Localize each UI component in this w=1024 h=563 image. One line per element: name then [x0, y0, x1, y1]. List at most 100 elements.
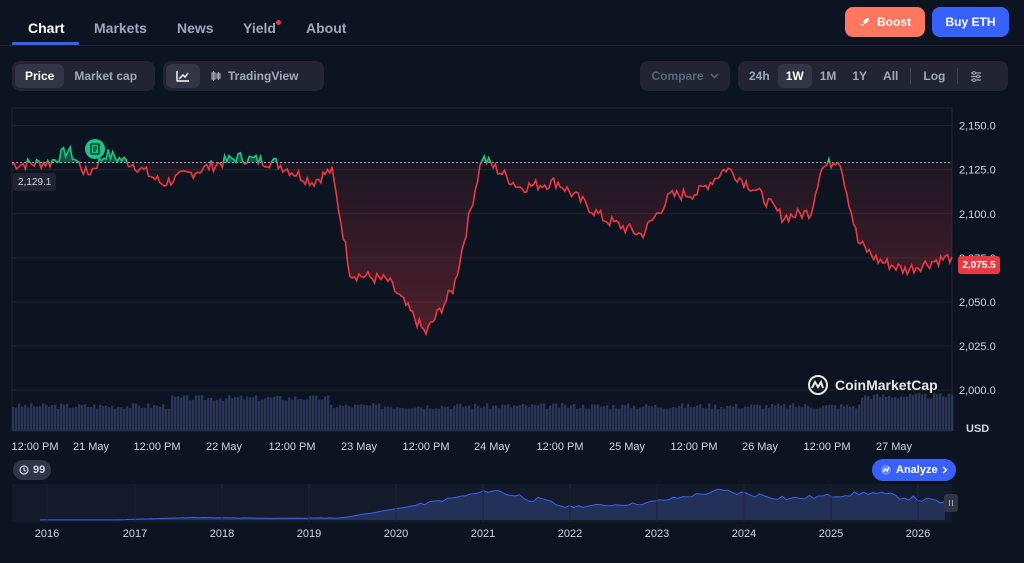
- volume-bar: [828, 404, 831, 431]
- news-marker[interactable]: [85, 139, 105, 159]
- analyze-button[interactable]: Analyze: [872, 459, 956, 481]
- metric-toggle: Price Market cap: [12, 61, 155, 91]
- boost-button[interactable]: Boost: [845, 7, 925, 37]
- tab-markets[interactable]: Markets: [94, 20, 147, 36]
- volume-bar: [609, 408, 612, 431]
- tab-chart[interactable]: Chart: [28, 20, 65, 36]
- tab-yield[interactable]: Yield: [243, 20, 276, 36]
- volume-bar: [402, 407, 405, 431]
- volume-bar: [297, 399, 300, 431]
- volume-bar: [459, 403, 462, 431]
- volume-bar: [63, 404, 66, 431]
- x-tick-label: 26 May: [742, 441, 779, 453]
- volume-bar: [846, 404, 849, 431]
- watermark-text: CoinMarketCap: [835, 377, 938, 393]
- volume-bar: [546, 408, 549, 431]
- volume-bar: [771, 403, 774, 431]
- volume-bar: [453, 405, 456, 431]
- line-chart-button[interactable]: [166, 64, 200, 88]
- volume-bar: [45, 404, 48, 431]
- tradingview-button[interactable]: TradingView: [200, 64, 308, 88]
- range-24h[interactable]: 24h: [749, 69, 770, 83]
- range-1w[interactable]: 1W: [777, 64, 812, 88]
- volume-bar: [945, 397, 948, 431]
- chart-settings-button[interactable]: [962, 64, 990, 88]
- volume-bar: [87, 406, 90, 431]
- navigator-line: [40, 488, 946, 521]
- volume-bar: [759, 405, 762, 431]
- volume-bar: [924, 393, 927, 431]
- volume-bar: [891, 397, 894, 431]
- volume-bar: [213, 400, 216, 431]
- volume-bar: [804, 404, 807, 431]
- buy-eth-button[interactable]: Buy ETH: [932, 7, 1009, 37]
- volume-bar: [849, 406, 852, 431]
- volume-bar: [612, 405, 615, 431]
- price-chart[interactable]: 2,150.02,125.02,100.02,075.02,050.02,025…: [0, 100, 1024, 540]
- price-toggle[interactable]: Price: [15, 64, 65, 88]
- volume-bar: [624, 405, 627, 431]
- volume-bar: [873, 394, 876, 431]
- compare-label: Compare: [651, 69, 704, 83]
- range-1m[interactable]: 1M: [819, 69, 837, 83]
- volume-bar: [156, 405, 159, 431]
- volume-bar: [321, 399, 324, 431]
- volume-bar: [408, 408, 411, 431]
- volume-bar: [684, 408, 687, 431]
- volume-bar: [678, 405, 681, 431]
- range-all[interactable]: All: [883, 69, 899, 83]
- volume-bar: [714, 404, 717, 431]
- y-tick-label: 2,100.0: [959, 209, 996, 221]
- navigator-year-label: 2018: [210, 528, 234, 540]
- volume-bar: [351, 407, 354, 431]
- volume-bar: [465, 406, 468, 431]
- volume-bar: [534, 405, 537, 431]
- volume-bar: [792, 403, 795, 431]
- volume-bar: [867, 396, 870, 431]
- history-icon: [19, 465, 29, 475]
- volume-bar: [651, 406, 654, 431]
- tab-about[interactable]: About: [306, 20, 347, 36]
- volume-bar: [171, 395, 174, 431]
- volume-bar: [519, 404, 522, 431]
- volume-bar: [633, 405, 636, 431]
- volume-bar: [126, 406, 129, 431]
- volume-bar: [231, 398, 234, 431]
- volume-bar: [729, 405, 732, 431]
- volume-bar: [507, 404, 510, 431]
- volume-bar: [90, 407, 93, 431]
- navigator-year-label: 2026: [906, 528, 930, 540]
- volume-bar: [576, 408, 579, 431]
- compare-dropdown[interactable]: Compare: [640, 61, 730, 91]
- volume-bar: [423, 408, 426, 431]
- history-count: 99: [33, 464, 46, 476]
- volume-bar: [888, 395, 891, 431]
- volume-bar: [414, 407, 417, 431]
- volume-bar: [768, 407, 771, 431]
- navigator-handle[interactable]: [944, 494, 958, 512]
- volume-bar: [843, 406, 846, 431]
- x-tick-label: 21 May: [73, 441, 110, 453]
- volume-bar: [189, 400, 192, 431]
- volume-bar: [939, 393, 942, 431]
- volume-bar: [735, 403, 738, 431]
- history-button[interactable]: 99: [13, 460, 52, 480]
- volume-bar: [915, 393, 918, 431]
- log-scale-toggle[interactable]: Log: [923, 69, 946, 83]
- volume-bar: [882, 394, 885, 431]
- volume-bar: [279, 396, 282, 431]
- market-cap-toggle[interactable]: Market cap: [74, 69, 138, 83]
- volume-bar: [135, 403, 138, 431]
- volume-bar: [366, 405, 369, 431]
- range-1y[interactable]: 1Y: [852, 69, 868, 83]
- navigator-year-label: 2017: [123, 528, 147, 540]
- volume-bar: [642, 406, 645, 431]
- volume-bar: [594, 404, 597, 431]
- volume-bar: [933, 393, 936, 431]
- tab-news[interactable]: News: [177, 20, 214, 36]
- volume-bar: [930, 398, 933, 431]
- volume-bar: [273, 396, 276, 431]
- volume-bar: [228, 395, 231, 431]
- volume-bar: [174, 396, 177, 431]
- volume-bar: [705, 408, 708, 431]
